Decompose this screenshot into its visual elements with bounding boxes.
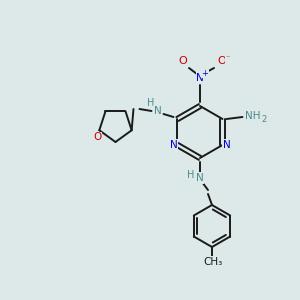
Text: H: H bbox=[187, 170, 195, 180]
Text: NH: NH bbox=[245, 111, 260, 121]
Text: +: + bbox=[202, 68, 208, 77]
Text: 2: 2 bbox=[261, 115, 266, 124]
Text: N: N bbox=[223, 140, 230, 150]
Text: O: O bbox=[93, 132, 101, 142]
Text: N: N bbox=[196, 73, 204, 83]
Text: O: O bbox=[178, 56, 188, 66]
Text: N: N bbox=[154, 106, 161, 116]
Text: H: H bbox=[147, 98, 154, 108]
Text: O: O bbox=[218, 56, 226, 66]
Text: N: N bbox=[169, 140, 177, 150]
Text: N: N bbox=[196, 173, 204, 183]
Text: CH₃: CH₃ bbox=[203, 257, 223, 267]
Text: ⁻: ⁻ bbox=[226, 53, 230, 62]
